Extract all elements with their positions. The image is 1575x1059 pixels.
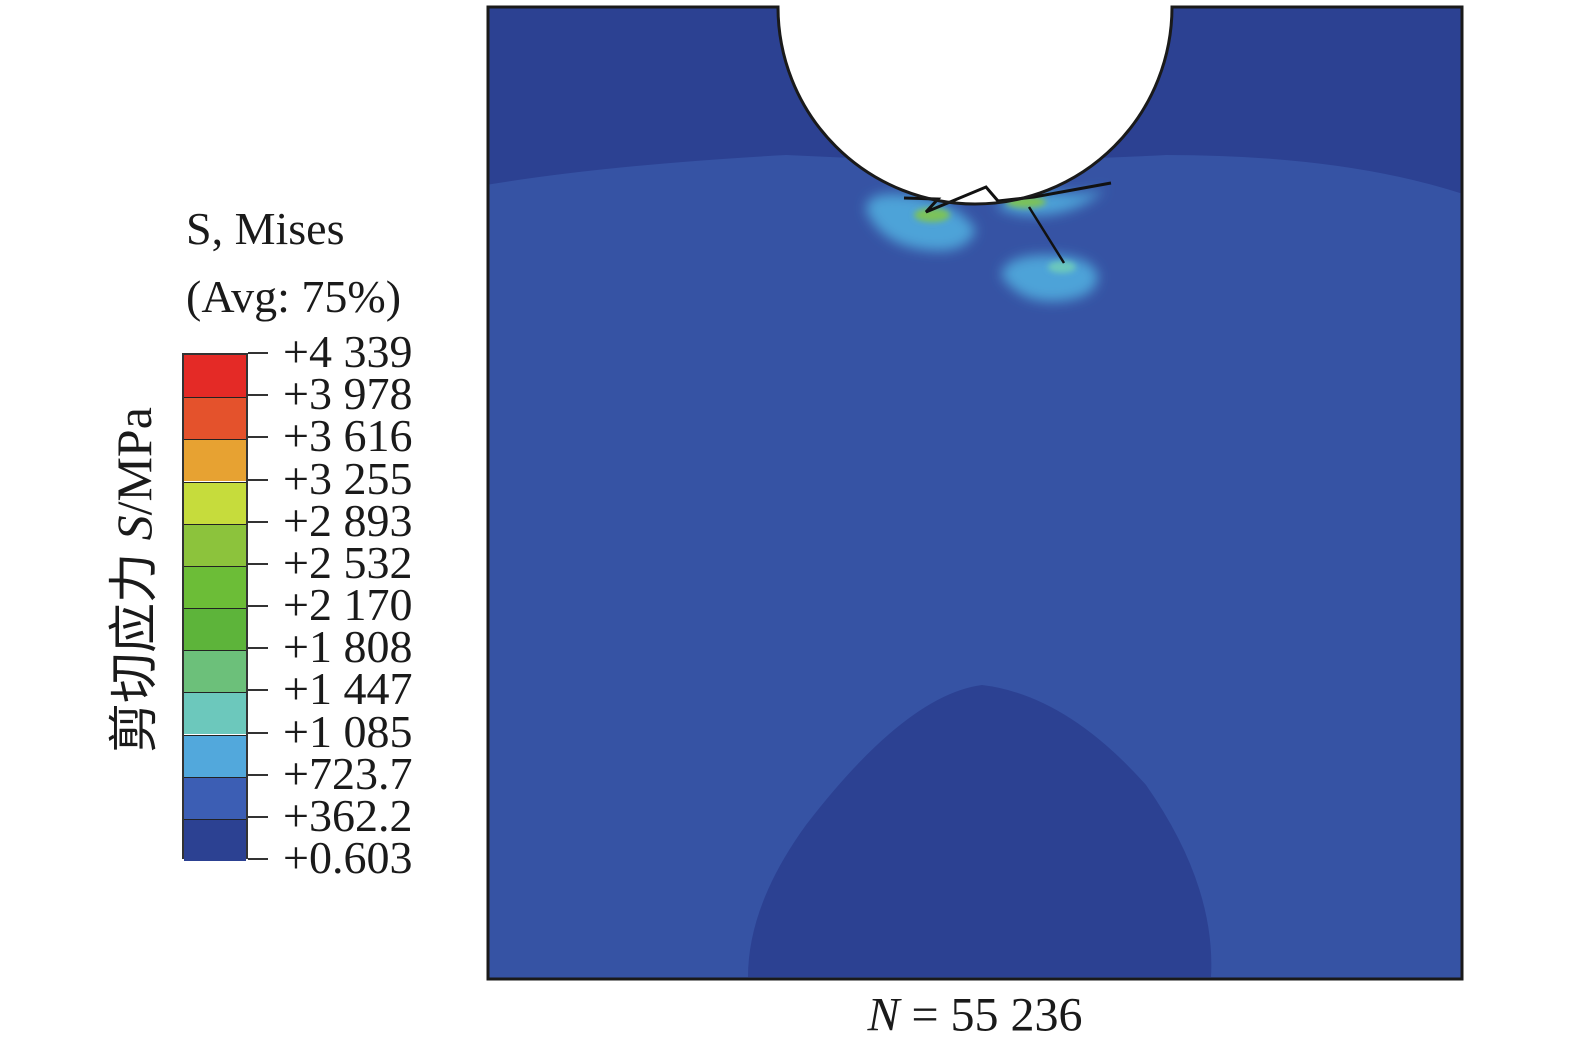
legend-subtitle: (Avg: 75%) [186, 271, 402, 322]
axis-label-symbol: S [106, 515, 162, 541]
legend-title: S, Mises [186, 203, 345, 254]
colorbar-tick-label: +2 532 [283, 536, 413, 588]
colorbar-swatch [184, 818, 246, 861]
specimen-outline [486, 5, 1464, 981]
colorbar-tick-label: +3 616 [283, 410, 413, 462]
colorbar-tick-label: +1 447 [283, 663, 413, 715]
colorbar-tick-label: +1 085 [283, 705, 413, 757]
stress-peak-lower [1048, 261, 1076, 273]
colorbar-axis-label: 剪切应力 S/MPa [94, 407, 166, 753]
colorbar-swatch [184, 650, 246, 693]
colorbar [182, 353, 248, 861]
stress-concentration-right [996, 187, 1106, 216]
colorbar-tick [248, 731, 268, 734]
colorbar-tick [248, 394, 268, 397]
colorbar-tick-label: +2 170 [283, 579, 413, 631]
caption-symbol: N [867, 988, 900, 1042]
colorbar-tick-label: +723.7 [283, 747, 413, 799]
colorbar-swatch [184, 608, 246, 651]
crack-branch-line [1027, 206, 1066, 264]
colorbar-swatch [184, 481, 246, 524]
colorbar-tick [248, 773, 268, 776]
colorbar-tick-label: +3 978 [283, 368, 413, 420]
axis-label-chinese: 剪切应力 [106, 552, 162, 753]
colorbar-tick [248, 858, 268, 860]
cycle-count-caption: N = 55 236 [867, 988, 1082, 1043]
colorbar-swatch [184, 565, 246, 608]
colorbar-tick-label: +1 808 [283, 621, 413, 673]
colorbar-tick [248, 478, 268, 481]
colorbar-tick [248, 605, 268, 607]
colorbar-tick-label: +2 893 [283, 494, 413, 546]
colorbar-tick [248, 520, 268, 523]
colorbar-swatch [184, 692, 246, 735]
colorbar-swatch [184, 776, 246, 819]
colorbar-tick-label: +4 339 [283, 326, 413, 378]
colorbar-tick-label: +3 255 [283, 452, 413, 504]
colorbar-tick [248, 647, 268, 650]
colorbar-tick [248, 815, 268, 818]
colorbar-tick-label: +362.2 [283, 789, 413, 841]
colorbar-swatch [184, 439, 246, 482]
colorbar-tick [248, 352, 268, 354]
colorbar-tick-label: +0.603 [283, 832, 413, 884]
colorbar-swatch [184, 523, 246, 566]
low-stress-bottom-dome [748, 685, 1212, 977]
stress-concentration-left [866, 194, 976, 251]
caption-value: = 55 236 [899, 988, 1083, 1042]
colorbar-tick [248, 689, 268, 692]
stress-peak-left [914, 208, 950, 222]
stress-contour-plot [486, 5, 1464, 981]
colorbar-swatch [184, 734, 246, 777]
axis-label-unit: /MPa [106, 407, 162, 516]
colorbar-swatch [184, 397, 246, 440]
colorbar-tick [248, 562, 268, 565]
colorbar-swatch [184, 355, 246, 398]
colorbar-tick [248, 436, 268, 439]
